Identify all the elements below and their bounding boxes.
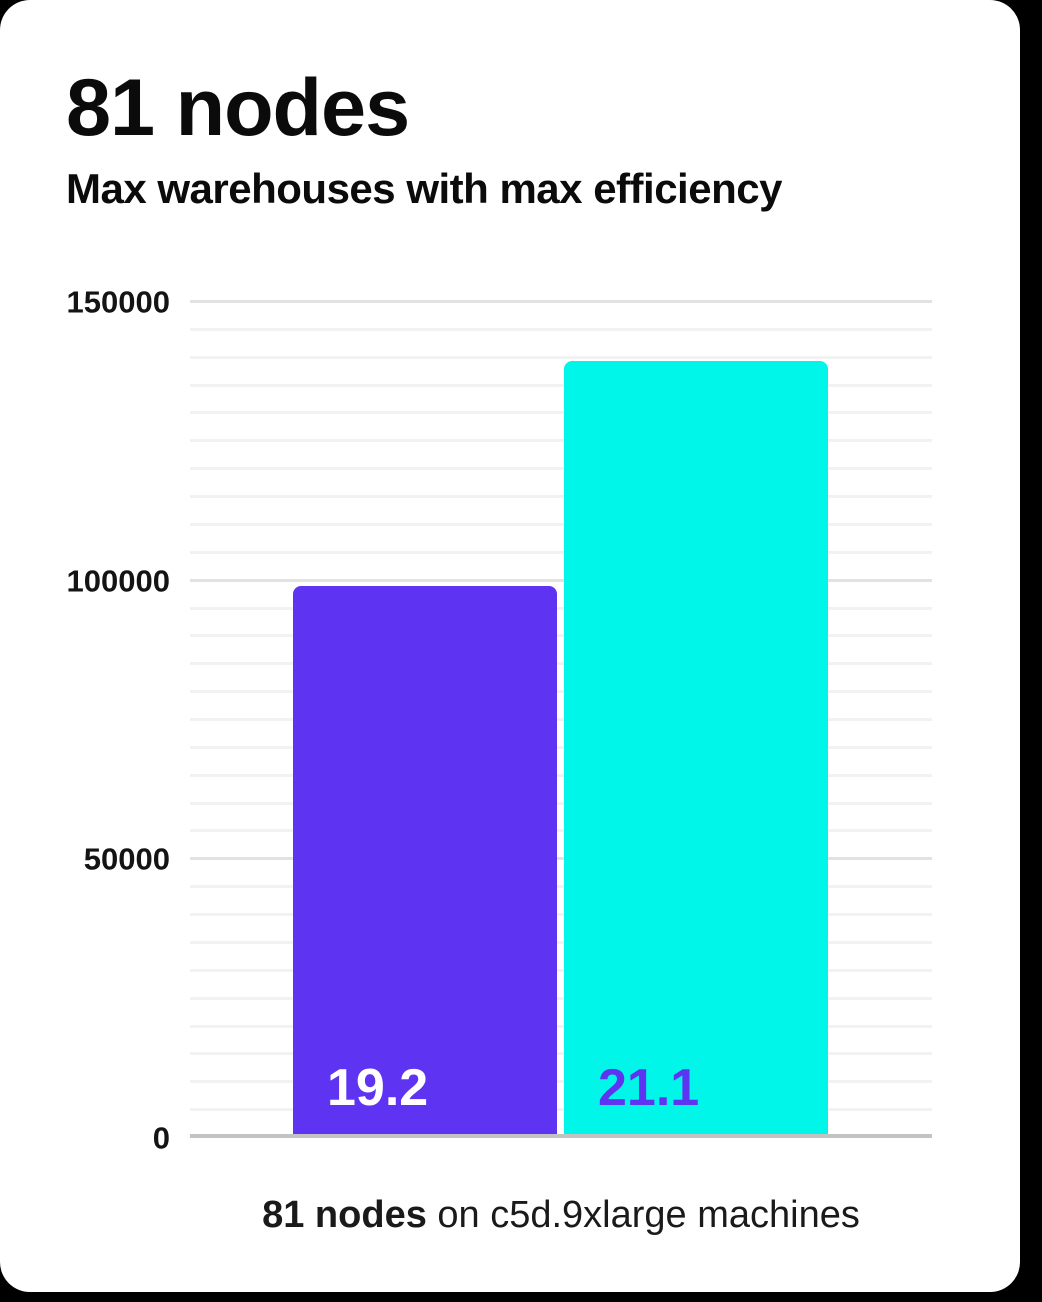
bar-value-label: 19.2 [327,1059,429,1117]
bar-1: 19.2 [293,586,557,1138]
bar-chart: 19.2 21.1 [190,300,932,1138]
gridline-minor [190,1052,932,1056]
gridline-major [190,300,932,303]
caption-bold-text: 81 nodes [262,1194,427,1236]
gridline-major [190,857,932,861]
page-subtitle: Max warehouses with max efficiency [66,165,782,212]
gridline-minor [190,829,932,833]
gridline-minor [190,968,932,972]
gridline-minor [190,745,932,749]
gridline-minor [190,383,932,387]
bar-2: 21.1 [564,360,828,1138]
gridline-minor [190,467,932,471]
gridline-minor [190,773,932,777]
gridline-minor [190,327,932,331]
y-tick-label: 0 [152,1120,170,1156]
gridline-minor [190,634,932,638]
gridline-minor [190,690,932,694]
bar-value-label: 21.1 [598,1059,700,1117]
gridline-minor [190,1080,932,1084]
gridline-minor [190,801,932,805]
gridline-minor [190,718,932,721]
gridline-minor [190,940,932,944]
y-tick-label: 100000 [66,563,170,599]
gridline-minor [190,662,932,666]
gridline-major [190,578,932,582]
y-tick-label: 50000 [83,841,170,877]
gridline-minor [190,1108,932,1112]
benchmark-card: 81 nodes Max warehouses with max efficie… [0,0,1020,1292]
gridline-minor [190,355,932,359]
y-axis: 150000 100000 50000 0 [40,287,170,1154]
caption-rest-text: on c5d.9xlarge machines [426,1194,860,1236]
gridline-minor [190,913,932,917]
y-tick-label: 150000 [66,284,170,320]
gridline-minor [190,885,932,889]
x-axis-line [190,1134,932,1138]
gridline-minor [190,411,932,415]
gridline-minor [190,606,932,610]
gridline-minor [190,996,932,1000]
gridline-minor [190,495,932,499]
gridline-minor [190,522,932,526]
page-title: 81 nodes [66,63,410,153]
gridline-minor [190,1024,932,1028]
chart-caption: 81 nodes on c5d.9xlarge machines [190,1196,932,1234]
gridline-minor [190,439,932,443]
gridline-minor [190,550,932,554]
